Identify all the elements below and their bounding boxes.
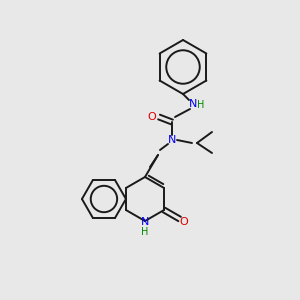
- Text: N: N: [141, 217, 149, 227]
- Text: N: N: [189, 99, 197, 109]
- Text: N: N: [168, 135, 176, 145]
- Text: H: H: [197, 100, 205, 110]
- Text: H: H: [141, 227, 149, 237]
- Text: O: O: [180, 217, 188, 226]
- Text: O: O: [148, 112, 156, 122]
